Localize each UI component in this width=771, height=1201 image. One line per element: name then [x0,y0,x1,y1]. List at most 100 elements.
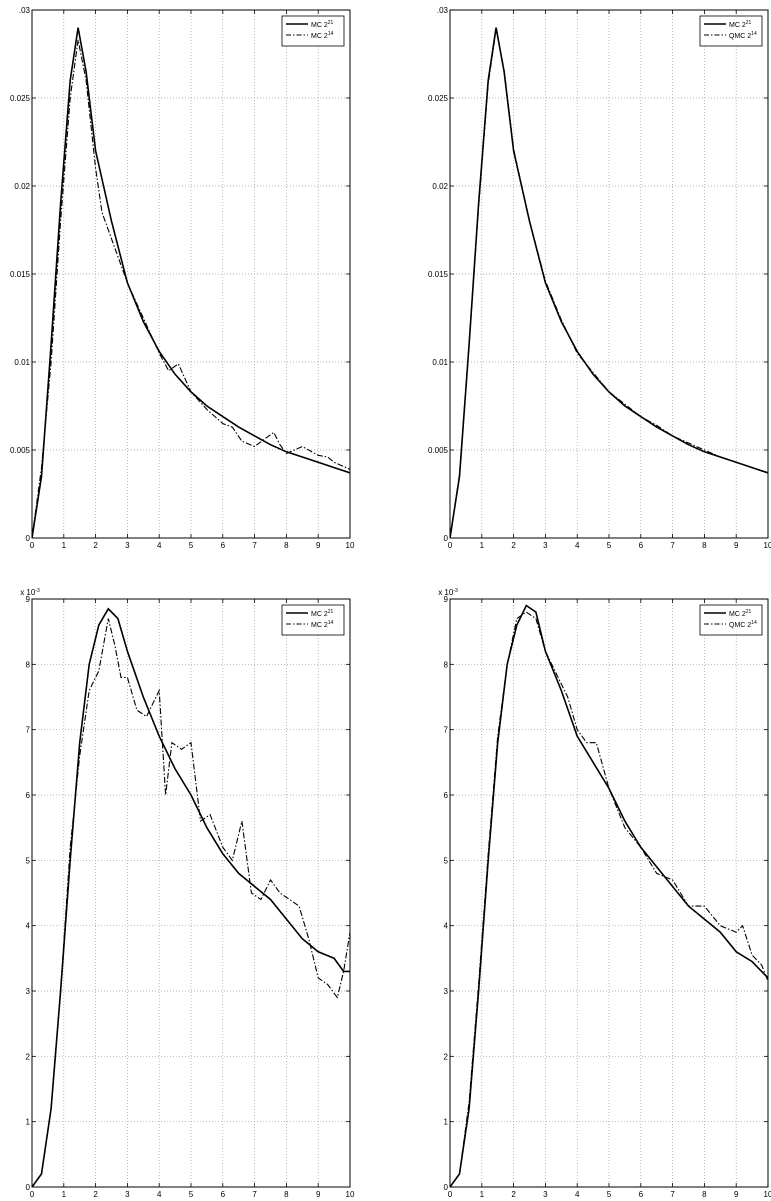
x-tick-label: 3 [543,541,548,550]
y-tick-label: 0.015 [428,270,449,279]
y-tick-label: 2 [444,1052,449,1061]
y-tick-label: 0.025 [428,94,449,103]
y-tick-label: 5 [444,856,449,865]
x-tick-label: 7 [670,1190,675,1199]
legend-label-1: MC 221 [729,609,752,618]
y-tick-label: 4 [26,922,31,931]
x-tick-label: 0 [30,1190,35,1199]
y-tick-label: 8 [444,660,449,669]
y-tick-label: 0.01 [432,358,448,367]
x-tick-label: 10 [764,1190,771,1199]
series-line-2 [32,618,350,1187]
legend-label-2: QMC 214 [729,31,757,40]
series-line-2 [450,29,768,538]
legend-label-2: QMC 214 [729,620,757,629]
x-tick-label: 4 [157,541,162,550]
chart-panel-1: 0 1 2 3 4 5 6 7 8 9 10 0 0.005 0.01 0.015 0.02 0.025 .03 M… [10,6,355,550]
x-tick-label: 6 [221,541,226,550]
legend: MC 221 MC 214 [281,15,345,47]
x-tick-label: 4 [157,1190,162,1199]
legend-box [281,604,345,636]
x-tick-label: 0 [448,1190,453,1199]
x-tick-label: 8 [702,1190,707,1199]
x-tick-label: 8 [284,1190,289,1199]
y-tick-label: 0 [26,1183,31,1192]
x-tick-label: 4 [575,541,580,550]
y-tick-label: 3 [26,987,31,996]
series-line-1 [32,607,350,1187]
legend-label-2: MC 214 [311,620,334,629]
x-tick-label: 10 [346,1190,355,1199]
y-tick-label: 7 [26,726,31,735]
x-tick-label: 3 [125,1190,130,1199]
x-tick-label: 10 [346,541,355,550]
y-tick-label: 7 [444,726,449,735]
legend-box [699,604,763,636]
x-tick-label: 6 [221,1190,226,1199]
x-tick-label: 7 [252,1190,257,1199]
x-tick-label: 2 [511,541,516,550]
y-tick-label: 0.02 [432,182,448,191]
x-tick-label: 2 [93,1190,98,1199]
x-tick-label: 5 [189,541,194,550]
x-tick-label: 1 [62,541,67,550]
x-tick-label: 1 [480,1190,485,1199]
legend-label-1: MC 221 [729,20,752,29]
y-tick-label: 0.015 [10,270,31,279]
legend-label-1: MC 221 [311,20,334,29]
x-tick-label: 1 [62,1190,67,1199]
x-tick-label: 6 [639,541,644,550]
y-tick-label: 1 [444,1118,449,1127]
x-tick-label: 5 [607,541,612,550]
y-tick-label: 3 [444,987,449,996]
x-tick-label: 0 [30,541,35,550]
x-tick-label: 2 [93,541,98,550]
x-tick-label: 4 [575,1190,580,1199]
y-tick-label: 0.005 [10,446,31,455]
y-multiplier-label: x 10-3 [20,588,40,597]
y-tick-label: 9 [444,595,449,604]
x-tick-label: 5 [607,1190,612,1199]
y-tick-label: 5 [26,856,31,865]
x-tick-label: 0 [448,541,453,550]
x-tick-label: 2 [511,1190,516,1199]
y-tick-label: 6 [444,791,449,800]
x-tick-label: 9 [316,541,321,550]
series-line-2 [450,611,768,1187]
y-tick-label: 6 [26,791,31,800]
x-tick-label: 6 [639,1190,644,1199]
legend: MC 221 QMC 214 [699,15,763,47]
y-tick-label: 0.005 [428,446,449,455]
legend-label-2: MC 214 [311,31,334,40]
legend: MC 221 QMC 214 [699,604,763,636]
y-tick-label: 0 [26,534,31,543]
x-tick-label: 5 [189,1190,194,1199]
x-tick-label: 9 [734,541,739,550]
x-tick-label: 9 [734,1190,739,1199]
y-multiplier-label: x 10-3 [438,588,458,597]
x-tick-label: 10 [764,541,771,550]
series-line-2 [32,39,350,538]
y-tick-label: 0.01 [14,358,30,367]
x-tick-label: 1 [480,541,485,550]
y-tick-label: 0 [444,534,449,543]
y-tick-label: 1 [26,1118,31,1127]
legend: MC 221 MC 214 [281,604,345,636]
y-tick-label: 9 [26,595,31,604]
y-tick-label: .03 [437,6,449,15]
legend-box [699,15,763,47]
y-tick-label: 8 [26,660,31,669]
y-tick-label: 0 [444,1183,449,1192]
chart-panel-2: 0 1 2 3 4 5 6 7 8 9 10 0 0.005 0.01 0.015 0.02 0.025 .03 M… [428,6,771,550]
y-tick-label: .03 [19,6,31,15]
x-tick-label: 9 [316,1190,321,1199]
x-tick-label: 7 [670,541,675,550]
x-tick-label: 3 [543,1190,548,1199]
y-tick-label: 2 [26,1052,31,1061]
legend-box [281,15,345,47]
y-tick-label: 4 [444,922,449,931]
